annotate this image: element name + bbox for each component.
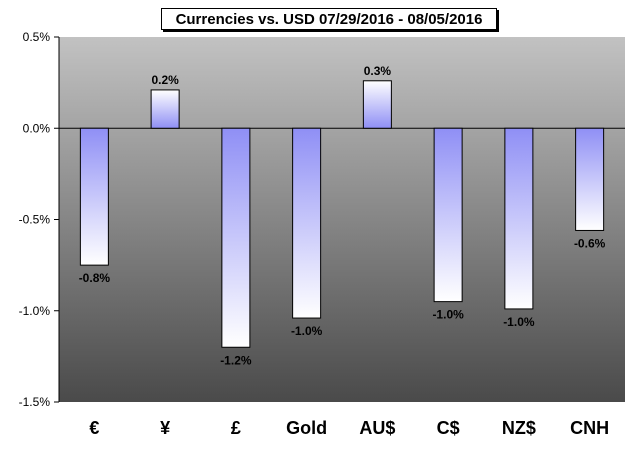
y-tick-label: -1.0% bbox=[19, 304, 51, 318]
bar bbox=[433, 127, 463, 303]
bar bbox=[575, 127, 605, 231]
bars bbox=[79, 80, 605, 348]
bar-data-label: 0.2% bbox=[151, 73, 179, 87]
plot-area bbox=[59, 37, 625, 402]
y-axis: 0.5% 0.0% -0.5% -1.0% -1.5% bbox=[19, 30, 625, 409]
x-tick-label: CNH bbox=[570, 418, 609, 438]
bar bbox=[292, 127, 322, 319]
bar-data-label: -1.2% bbox=[220, 353, 252, 367]
y-tick-label: -1.5% bbox=[19, 395, 51, 409]
bar bbox=[150, 89, 180, 129]
y-tick-label: 0.0% bbox=[23, 121, 51, 135]
x-tick-label: £ bbox=[231, 418, 241, 438]
x-axis: € ¥ £ Gold AU$ C$ NZ$ CNH bbox=[89, 418, 609, 438]
chart-title: Currencies vs. USD 07/29/2016 - 08/05/20… bbox=[161, 8, 497, 30]
x-tick-label: ¥ bbox=[160, 418, 170, 438]
x-tick-label: AU$ bbox=[359, 418, 395, 438]
bar bbox=[221, 127, 251, 348]
bar-data-label: -1.0% bbox=[291, 324, 323, 338]
y-tick-label: 0.5% bbox=[23, 30, 51, 44]
bar bbox=[504, 127, 534, 310]
bar-data-label: -0.6% bbox=[574, 236, 606, 250]
data-labels: -0.8% 0.2% -1.2% -1.0% 0.3% -1.0% -1.0% -0.6% bbox=[79, 64, 606, 367]
bar-data-label: 0.3% bbox=[364, 64, 392, 78]
bar bbox=[79, 127, 109, 266]
x-tick-label: C$ bbox=[437, 418, 460, 438]
x-tick-label: NZ$ bbox=[502, 418, 536, 438]
y-tick-label: -0.5% bbox=[19, 213, 51, 227]
bar-data-label: -1.0% bbox=[432, 308, 464, 322]
bar-data-label: -0.8% bbox=[79, 271, 111, 285]
bar-data-label: -1.0% bbox=[503, 315, 535, 329]
x-tick-label: Gold bbox=[286, 418, 327, 438]
bar bbox=[362, 80, 392, 129]
x-tick-label: € bbox=[89, 418, 99, 438]
